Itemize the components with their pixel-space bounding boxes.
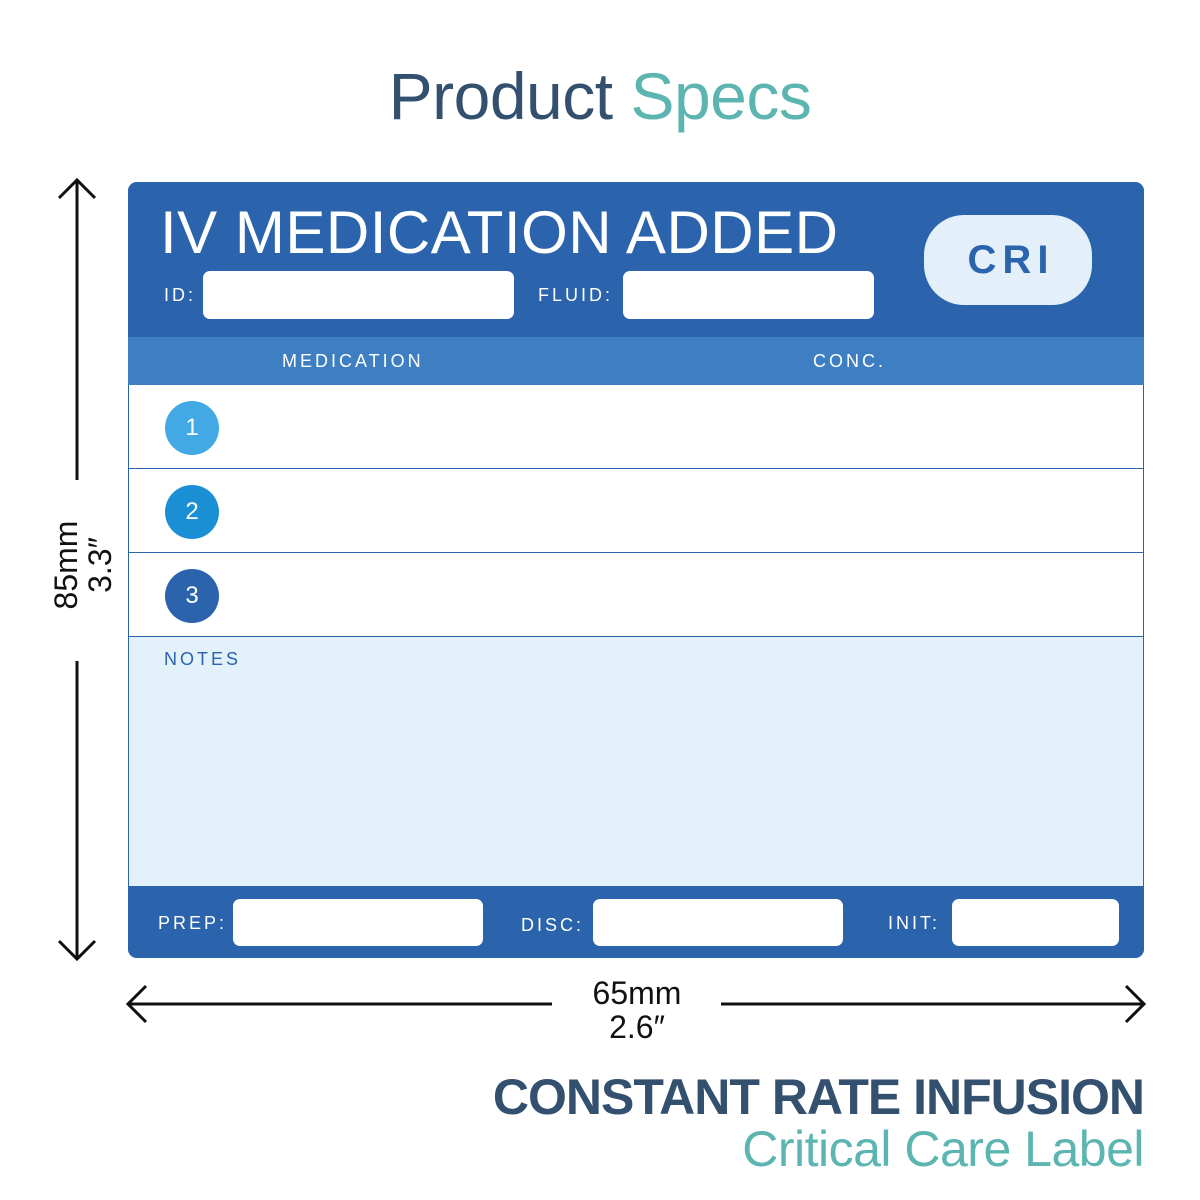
medication-row[interactable]: 2	[129, 469, 1143, 552]
init-field-label: INIT:	[888, 913, 941, 933]
id-field-label: ID:	[164, 285, 197, 305]
page-title: Product Specs	[0, 58, 1200, 134]
height-dimension-arrow	[57, 177, 97, 962]
prep-field-label: PREP:	[158, 913, 228, 933]
disc-field-label: DISC:	[521, 915, 585, 935]
medication-row[interactable]: 3	[129, 553, 1143, 636]
width-mm: 65mm	[592, 975, 682, 1011]
id-field-box[interactable]	[203, 271, 514, 319]
height-in: 3.3″	[82, 537, 118, 593]
init-field-box[interactable]	[952, 899, 1119, 946]
conc-column-header: CONC.	[813, 351, 886, 371]
fluid-field-box[interactable]	[623, 271, 874, 319]
row-number-badge: 3	[165, 569, 219, 623]
width-in: 2.6″	[609, 1009, 665, 1045]
prep-field-box[interactable]	[233, 899, 483, 946]
label-footer: PREP: DISC: INIT:	[128, 886, 1144, 958]
product-name: CONSTANT RATE INFUSION	[492, 1069, 1145, 1125]
medication-row[interactable]: 1	[129, 385, 1143, 468]
fluid-field-label: FLUID:	[538, 285, 614, 305]
width-dimension-arrow	[125, 984, 1147, 1024]
medication-column-header: MEDICATION	[282, 351, 424, 371]
column-header-band: MEDICATION CONC.	[128, 337, 1144, 385]
height-mm: 85mm	[48, 520, 84, 610]
height-dimension-label: 85mm 3.3″	[46, 465, 122, 665]
product-subtitle: Critical Care Label	[742, 1121, 1144, 1177]
label-title: IV MEDICATION ADDED	[160, 199, 839, 266]
notes-row[interactable]	[129, 803, 1143, 886]
disc-field-box[interactable]	[593, 899, 843, 946]
notes-label: NOTES	[164, 649, 242, 669]
cri-badge: CRI	[924, 215, 1092, 305]
page-title-product: Product	[388, 59, 613, 133]
notes-row[interactable]	[129, 720, 1143, 803]
cri-label: IV MEDICATION ADDED ID: FLUID: CRI MEDIC…	[128, 182, 1144, 958]
row-number-badge: 2	[165, 485, 219, 539]
notes-row[interactable]: NOTES	[129, 637, 1143, 720]
label-header: IV MEDICATION ADDED ID: FLUID: CRI	[128, 182, 1144, 337]
row-number-badge: 1	[165, 401, 219, 455]
page-title-specs: Specs	[630, 59, 812, 133]
